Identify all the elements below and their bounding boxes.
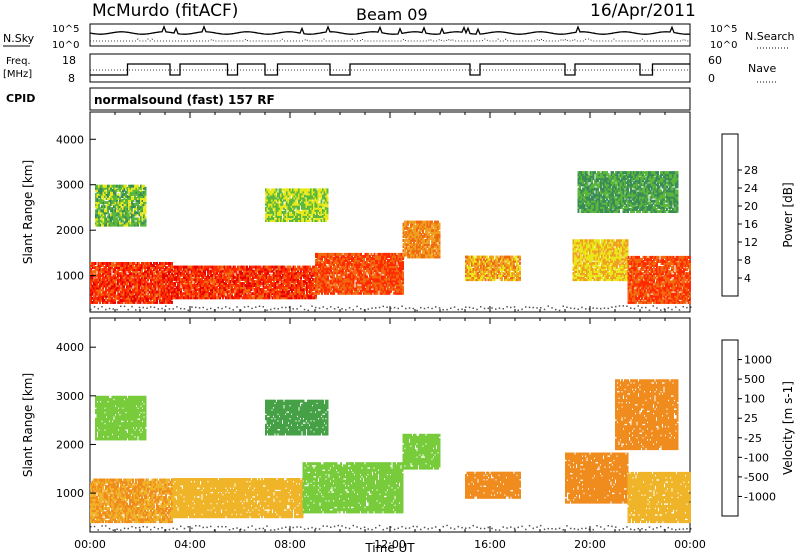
data-cell xyxy=(519,266,521,269)
data-cell xyxy=(402,271,404,274)
nsky-label: N.Sky xyxy=(3,32,35,45)
data-cell xyxy=(439,231,441,234)
date-title: 16/Apr/2011 xyxy=(590,1,696,21)
freq-trace xyxy=(90,64,690,75)
nave-tick-top: 60 xyxy=(708,54,722,67)
data-cell xyxy=(171,262,173,265)
data-cell xyxy=(439,223,441,226)
data-cell xyxy=(95,262,97,265)
nsky-trace xyxy=(90,27,690,34)
data-cell xyxy=(519,256,521,259)
data-cell xyxy=(402,261,404,264)
data-cell xyxy=(519,262,521,265)
nsky-tick-bottom: 10^0 xyxy=(52,40,79,51)
cpid-text: normalsound (fast) 157 RF xyxy=(94,93,275,107)
data-cell xyxy=(402,286,404,289)
freq-unit: [MHz] xyxy=(3,69,32,80)
freq-tick-top: 18 xyxy=(62,54,76,67)
station-title: McMurdo (fitACF) xyxy=(92,1,238,21)
data-cell xyxy=(492,256,494,259)
nave-tick-bottom: 0 xyxy=(708,72,715,85)
data-cell xyxy=(171,301,173,304)
beam-title: Beam 09 xyxy=(356,5,428,24)
nsky-tick-top: 10^5 xyxy=(52,24,79,35)
nsearch-tick-top: 10^5 xyxy=(710,24,737,35)
freq-label: Freq. xyxy=(6,56,31,67)
data-cell xyxy=(627,239,629,242)
nsearch-label: N.Search xyxy=(745,30,795,43)
nsky-panel-frame xyxy=(90,24,690,46)
nave-label: Nave xyxy=(748,62,776,75)
nsearch-tick-bottom: 10^0 xyxy=(710,40,737,51)
data-cell xyxy=(598,239,600,242)
freq-tick-bottom: 8 xyxy=(68,72,75,85)
cpid-label: CPID xyxy=(6,92,35,105)
nsearch-trace xyxy=(90,39,690,41)
